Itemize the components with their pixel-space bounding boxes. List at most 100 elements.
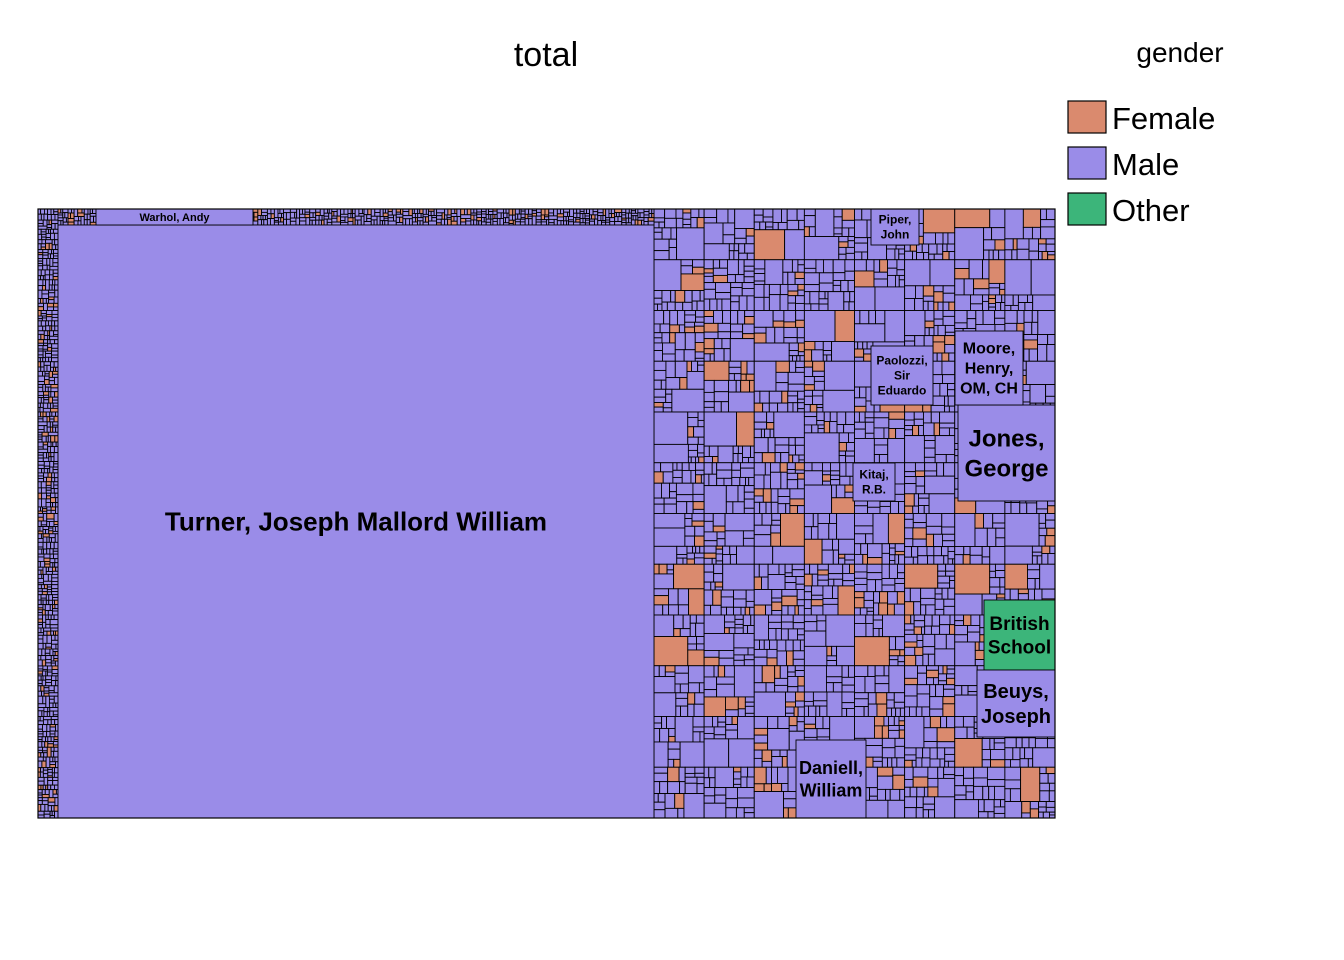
treemap-tile [753, 273, 766, 282]
treemap-tile [792, 622, 805, 630]
treemap-tile [653, 208, 666, 219]
treemap-tile [1038, 513, 1047, 524]
treemap-tile [794, 437, 805, 446]
treemap-tile [838, 455, 847, 464]
treemap-tile [945, 570, 956, 577]
legend-label-female: Female [1112, 101, 1215, 136]
treemap-tile [43, 461, 51, 467]
treemap-tile [1047, 251, 1056, 256]
treemap-tile [897, 661, 906, 667]
treemap-tile [795, 367, 805, 373]
treemap-tile [981, 738, 991, 750]
treemap-tile [670, 227, 678, 240]
treemap-tile [854, 348, 865, 358]
treemap-tile [753, 513, 763, 526]
treemap-tile [978, 799, 985, 813]
treemap-tile [886, 699, 895, 709]
treemap-tile [898, 279, 906, 288]
treemap-tile [915, 654, 924, 667]
treemap-tile [43, 548, 48, 555]
treemap-tile [865, 623, 874, 638]
treemap-tile [299, 217, 307, 222]
treemap-tile [969, 554, 983, 565]
treemap-tile [921, 706, 931, 717]
treemap-tile [925, 513, 943, 527]
treemap-tile [753, 310, 774, 328]
treemap-tile [975, 310, 984, 325]
treemap-tile [86, 213, 91, 221]
treemap-tile [556, 220, 562, 226]
treemap-tile [817, 569, 829, 576]
treemap-tile [808, 705, 817, 717]
treemap-tile [514, 221, 521, 226]
treemap-tile [970, 614, 981, 626]
treemap-tile [673, 628, 681, 637]
treemap-tile [761, 760, 773, 768]
treemap-tile [737, 310, 746, 325]
treemap-tile [50, 784, 55, 791]
treemap-tile [53, 541, 59, 550]
treemap-tile [737, 445, 743, 455]
treemap-tile [717, 331, 731, 340]
treemap-tile [873, 278, 888, 288]
treemap-tile [48, 292, 56, 298]
treemap-tile [45, 682, 52, 687]
treemap-tile [50, 384, 59, 389]
treemap-tile [828, 523, 838, 540]
treemap-tile [934, 598, 945, 610]
treemap-tile [41, 285, 47, 291]
treemap-tile [51, 316, 59, 322]
treemap-tile [253, 211, 259, 218]
treemap-tile [974, 641, 980, 651]
treemap-tile [257, 219, 262, 226]
treemap-tile [51, 310, 59, 315]
treemap-tile [450, 208, 456, 214]
treemap-tile [881, 747, 896, 759]
treemap-tile [51, 219, 59, 225]
treemap-tile [982, 300, 990, 311]
treemap-tile [737, 485, 745, 503]
treemap-tile [811, 424, 819, 434]
treemap-tile [864, 745, 883, 758]
treemap-tile [921, 757, 931, 768]
treemap-tile [796, 355, 801, 362]
treemap-tile [753, 727, 769, 736]
treemap-tile [42, 634, 48, 644]
treemap-tile [1031, 321, 1039, 335]
treemap-tile [981, 759, 991, 768]
treemap-tile [666, 301, 676, 311]
treemap-tile [273, 217, 279, 222]
treemap-tile [591, 214, 596, 220]
treemap-tile [981, 556, 991, 565]
treemap-tile [42, 621, 47, 629]
treemap-tile [698, 456, 705, 464]
treemap-tile [947, 383, 956, 391]
treemap-tile [48, 566, 53, 572]
treemap-tile [605, 208, 610, 219]
treemap-tile [889, 788, 901, 801]
treemap-tile [923, 252, 930, 261]
treemap-tile [1045, 384, 1056, 397]
treemap-tile [64, 212, 69, 219]
treemap-tile [795, 583, 805, 590]
treemap-tile [954, 634, 968, 643]
treemap-tile [944, 760, 949, 768]
treemap-tile [988, 259, 1006, 284]
treemap-tile [43, 553, 51, 559]
treemap-tile [759, 501, 767, 514]
treemap-tile [556, 213, 565, 218]
treemap-tile [922, 295, 935, 302]
treemap-tile [740, 360, 748, 375]
treemap-tile [793, 706, 799, 717]
treemap-tile [728, 738, 755, 768]
treemap-tile [687, 436, 699, 445]
treemap-tile [943, 766, 956, 776]
treemap-tile [695, 462, 705, 471]
treemap-tile [803, 236, 840, 261]
treemap-tile [873, 591, 881, 604]
treemap-tile [617, 216, 623, 223]
treemap-tile [912, 513, 927, 524]
treemap-tile [822, 585, 833, 599]
treemap-tile [933, 533, 943, 548]
treemap-tile [37, 577, 44, 584]
